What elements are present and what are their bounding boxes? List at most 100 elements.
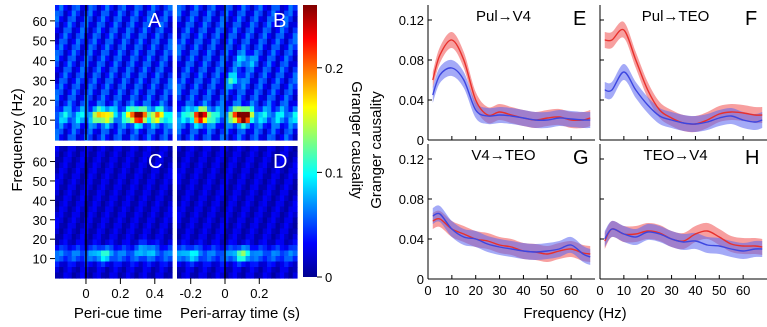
heatmap-cell bbox=[155, 223, 161, 230]
heatmap-cell bbox=[75, 212, 81, 219]
heatmap-cell bbox=[237, 100, 242, 107]
heatmap-cell bbox=[67, 78, 73, 85]
heatmap-cell bbox=[194, 245, 200, 252]
heatmap-cell bbox=[71, 234, 77, 241]
heatmap-cell bbox=[92, 95, 98, 102]
heatmap-cell bbox=[237, 212, 242, 219]
heatmap-cell bbox=[194, 223, 200, 230]
heatmap-cell bbox=[258, 195, 264, 202]
line-xtick-label: 50 bbox=[712, 283, 726, 298]
heatmap-cell bbox=[63, 261, 69, 268]
heatmap-cell bbox=[167, 27, 173, 34]
heatmap-cell bbox=[275, 78, 281, 85]
heatmap-cell bbox=[126, 212, 131, 219]
heatmap-cell bbox=[215, 162, 221, 169]
heatmap-cell bbox=[232, 234, 238, 241]
heatmap-cell bbox=[181, 168, 187, 175]
heatmap-cell bbox=[245, 106, 251, 113]
heatmap-cell bbox=[138, 256, 144, 263]
heatmap-cell bbox=[146, 55, 152, 62]
heatmap-cell bbox=[117, 195, 123, 202]
heatmap-cell bbox=[198, 228, 204, 235]
heatmap-cell bbox=[75, 223, 81, 230]
heatmap-cell bbox=[117, 250, 123, 257]
heatmap-cell bbox=[100, 151, 106, 158]
heatmap-cell bbox=[163, 10, 169, 17]
heatmap-cell bbox=[67, 10, 73, 17]
heatmap-cell bbox=[267, 206, 272, 213]
line-ytick-label: 0 bbox=[417, 272, 424, 287]
heatmap-cell bbox=[67, 201, 73, 208]
heatmap-cell bbox=[109, 228, 115, 235]
heatmap-cell bbox=[262, 261, 268, 268]
heatmap-cell bbox=[109, 272, 115, 279]
heatmap-cell bbox=[288, 168, 294, 175]
heatmap-cell bbox=[258, 179, 264, 186]
heatmap-cell bbox=[121, 157, 127, 164]
heatmap-cell bbox=[181, 201, 187, 208]
heatmap-cell bbox=[96, 168, 102, 175]
heatmap-cell bbox=[121, 217, 127, 224]
heatmap-cell bbox=[189, 95, 195, 102]
heatmap-cell bbox=[105, 250, 110, 257]
heatmap-cell bbox=[71, 179, 77, 186]
heatmap-cell bbox=[232, 162, 238, 169]
heatmap-cell bbox=[267, 151, 272, 158]
heatmap-cell bbox=[215, 239, 221, 246]
heatmap-cell bbox=[59, 111, 64, 119]
heatmap-cell bbox=[75, 173, 81, 180]
heatmap-cell bbox=[219, 95, 225, 102]
heatmap-cell bbox=[121, 123, 127, 130]
heatmap-cell bbox=[134, 217, 140, 224]
heatmap-cell bbox=[151, 245, 156, 252]
heatmap-cell bbox=[80, 72, 85, 79]
heatmap-cell bbox=[142, 61, 148, 68]
heatmap-cell bbox=[92, 250, 98, 257]
heatmap-cell bbox=[63, 106, 69, 113]
heatmap-cell bbox=[109, 38, 115, 45]
heatmap-cell bbox=[228, 239, 234, 246]
heatmap-cell bbox=[142, 21, 148, 29]
heatmap-cell bbox=[262, 5, 268, 12]
heatmap-cell bbox=[134, 117, 140, 124]
heatmap-cell bbox=[284, 106, 290, 113]
heatmap-cell bbox=[146, 33, 152, 40]
heatmap-cell bbox=[198, 106, 204, 113]
heatmap-cell bbox=[232, 146, 238, 153]
heatmap-cell bbox=[126, 168, 131, 175]
heatmap-panel-a: A bbox=[55, 5, 173, 141]
heatmap-cell bbox=[237, 72, 242, 79]
heatmap-cell bbox=[181, 223, 187, 230]
heatmap-cell bbox=[159, 89, 165, 96]
heatmap-cell bbox=[215, 228, 221, 235]
heatmap-cell bbox=[167, 201, 173, 208]
heatmap-cell bbox=[105, 206, 110, 213]
heatmap-cell bbox=[159, 27, 165, 34]
heatmap-cell bbox=[249, 157, 255, 164]
heatmap-cell bbox=[146, 16, 152, 23]
heatmap-cell bbox=[194, 117, 200, 124]
heatmap-cell bbox=[245, 256, 251, 263]
heatmap-cell bbox=[198, 190, 204, 197]
heatmap-cell bbox=[232, 106, 238, 113]
heatmap-cell bbox=[63, 38, 69, 45]
heatmap-cell bbox=[189, 55, 195, 62]
heatmap-cell bbox=[228, 33, 234, 40]
heatmap-cell bbox=[163, 72, 169, 79]
heatmap-cell bbox=[254, 61, 260, 68]
heatmap-cell bbox=[228, 83, 234, 90]
heatmap-cell bbox=[189, 66, 195, 74]
heatmap-cell bbox=[279, 10, 285, 17]
heatmap-cell bbox=[279, 261, 285, 268]
heatmap-cell bbox=[96, 128, 102, 135]
heatmap-cell bbox=[80, 267, 85, 274]
heatmap-cell bbox=[288, 245, 294, 252]
heatmap-cell bbox=[194, 95, 200, 102]
heatmap-cell bbox=[194, 38, 200, 45]
heatmap-cell bbox=[207, 272, 212, 279]
heatmap-cell bbox=[271, 245, 277, 252]
heatmap-cell bbox=[75, 261, 81, 268]
line-xtick-label: 10 bbox=[445, 283, 459, 298]
heatmap-cell bbox=[117, 16, 123, 23]
heatmap-cell bbox=[249, 33, 255, 40]
